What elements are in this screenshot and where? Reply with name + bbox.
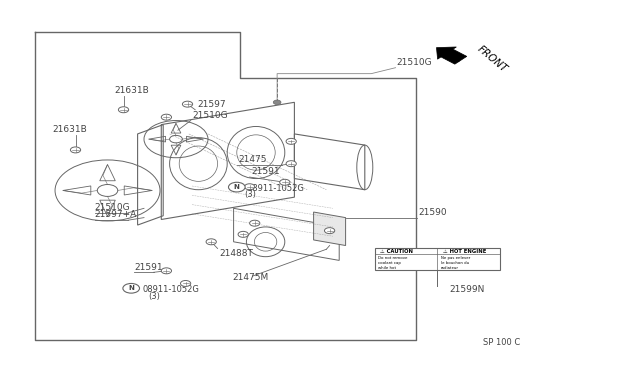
Circle shape (180, 280, 191, 286)
Text: 21599N: 21599N (449, 285, 484, 294)
Text: 21597: 21597 (197, 100, 226, 109)
Circle shape (70, 147, 81, 153)
Circle shape (250, 220, 260, 226)
Circle shape (161, 114, 172, 120)
Text: N: N (128, 285, 134, 291)
Circle shape (228, 182, 245, 192)
Circle shape (273, 100, 281, 105)
Circle shape (182, 101, 193, 107)
Text: Do not remove
coolant cap
while hot: Do not remove coolant cap while hot (378, 256, 408, 270)
Text: 21510G: 21510G (95, 203, 131, 212)
Circle shape (244, 184, 255, 190)
Text: 21475: 21475 (238, 155, 267, 164)
Text: 21591: 21591 (134, 263, 163, 272)
Text: 21510G: 21510G (397, 58, 433, 67)
Circle shape (280, 179, 290, 185)
Circle shape (324, 228, 335, 234)
FancyBboxPatch shape (375, 248, 500, 270)
Text: (3): (3) (148, 292, 161, 301)
Text: 21590: 21590 (419, 208, 447, 217)
Text: 08911-1052G: 08911-1052G (247, 184, 304, 193)
Text: 21591: 21591 (251, 167, 280, 176)
Text: 21488T: 21488T (219, 249, 253, 258)
Circle shape (286, 161, 296, 167)
Circle shape (118, 107, 129, 113)
Circle shape (161, 268, 172, 274)
Circle shape (238, 231, 248, 237)
Text: 21631B: 21631B (52, 125, 87, 134)
Polygon shape (436, 47, 467, 64)
Text: 21510G: 21510G (192, 111, 228, 120)
Text: ⚠ HOT ENGINE: ⚠ HOT ENGINE (443, 248, 486, 254)
Text: SP 100 C: SP 100 C (483, 338, 520, 347)
Circle shape (123, 283, 140, 293)
Text: Ne pas enlever
le bouchon du
radiateur: Ne pas enlever le bouchon du radiateur (440, 256, 470, 270)
Text: FRONT: FRONT (476, 44, 509, 75)
Circle shape (286, 138, 296, 144)
Text: 21597+A: 21597+A (95, 211, 137, 219)
Text: N: N (234, 184, 240, 190)
Circle shape (206, 239, 216, 245)
Text: 21475M: 21475M (232, 273, 269, 282)
Text: (3): (3) (244, 190, 257, 199)
Text: ⚠ CAUTION: ⚠ CAUTION (380, 248, 413, 254)
Text: 08911-1052G: 08911-1052G (142, 285, 199, 294)
Text: 21631B: 21631B (114, 86, 148, 95)
Polygon shape (314, 212, 346, 246)
